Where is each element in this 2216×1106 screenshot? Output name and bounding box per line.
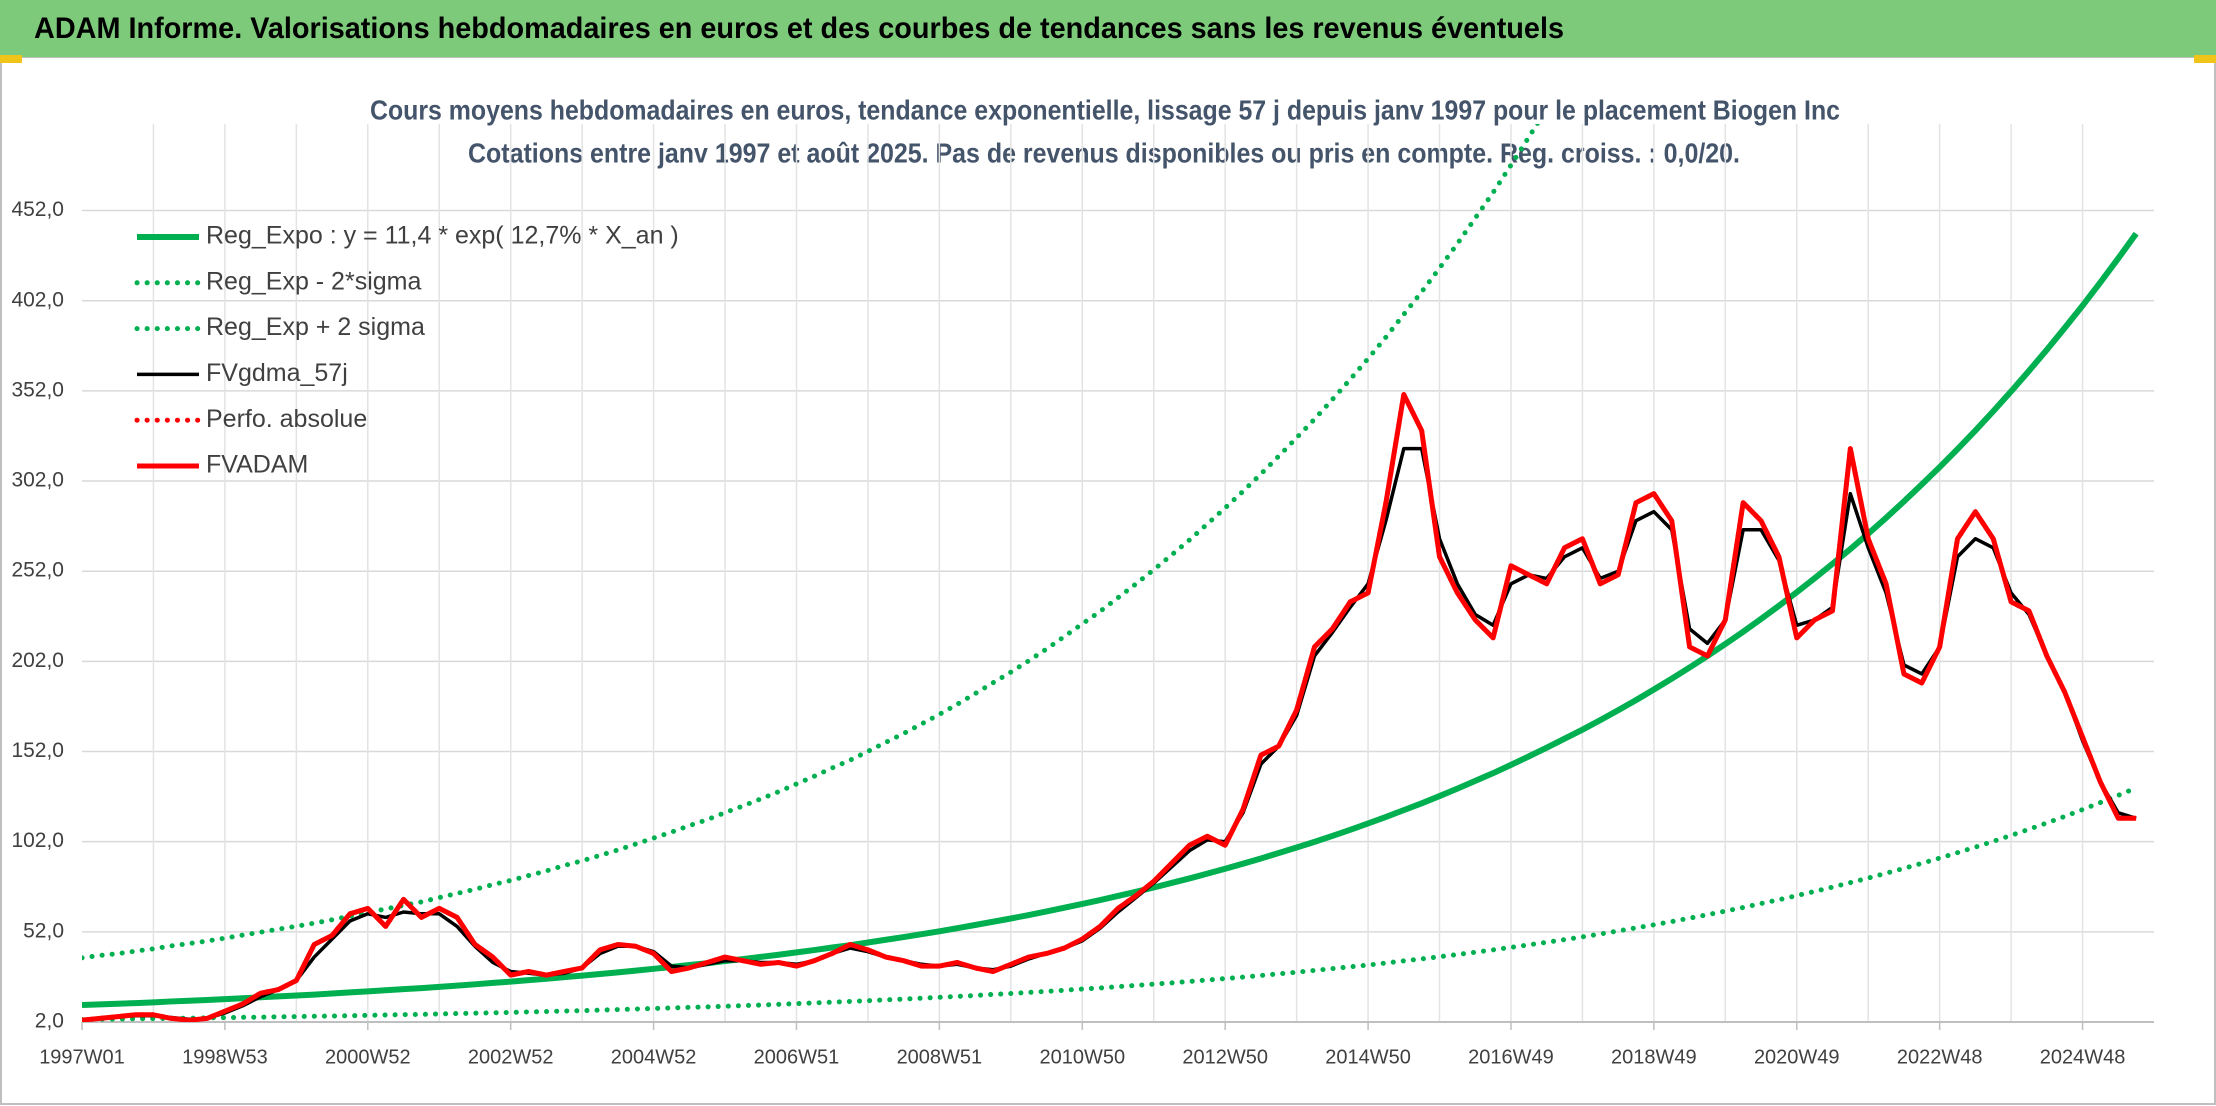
plot-area	[82, 124, 2139, 1022]
legend-label: Reg_Expo : y = 11,4 * exp( 12,7% * X_an …	[206, 222, 679, 250]
chart-title: Cours moyens hebdomadaires en euros, ten…	[370, 94, 1840, 125]
y-tick-label: 452,0	[11, 198, 64, 221]
x-tick-label: 2022W48	[1897, 1046, 1983, 1068]
x-tick-label: 2006W51	[754, 1046, 840, 1068]
corner-right	[2194, 55, 2216, 63]
x-tick-label: 1997W01	[39, 1046, 125, 1068]
corner-left	[0, 55, 22, 63]
grid: 2,0 52,0 102,0 152,0 202,0 252,0 302,0 352,0 402…	[11, 124, 2154, 1068]
x-tick-label: 2000W52	[325, 1046, 411, 1068]
y-tick-label: 402,0	[11, 288, 64, 311]
legend-label: Reg_Exp + 2 sigma	[206, 313, 425, 341]
legend-label: FVgdma_57j	[206, 359, 348, 387]
legend-label: Perfo. absolue	[206, 405, 367, 433]
y-tick-label: 52,0	[23, 919, 64, 942]
y-tick-label: 302,0	[11, 469, 64, 492]
header-band	[0, 0, 2216, 57]
x-tick-label: 2004W52	[611, 1046, 697, 1068]
series-line	[82, 124, 1541, 961]
legend-label: Reg_Exp - 2*sigma	[206, 267, 421, 295]
x-tick-label: 1998W53	[182, 1046, 268, 1068]
chart-subtitle: Cotations entre janv 1997 et août 2025. …	[468, 137, 1740, 168]
y-tick-label: 202,0	[11, 649, 64, 672]
series-line	[82, 391, 2137, 1022]
header-title: ADAM Informe. Valorisations hebdomadaire…	[34, 12, 1564, 45]
x-tick-label: 2024W48	[2040, 1046, 2126, 1068]
y-tick-label: 102,0	[11, 829, 64, 852]
x-tick-label: 2020W49	[1754, 1046, 1840, 1068]
series-line	[82, 785, 2139, 1022]
x-tick-label: 2002W52	[468, 1046, 554, 1068]
y-tick-label: 2,0	[35, 1010, 64, 1033]
y-tick-label: 352,0	[11, 378, 64, 401]
x-tick-label: 2008W51	[897, 1046, 983, 1068]
legend: Reg_Expo : y = 11,4 * exp( 12,7% * X_an …	[134, 222, 679, 479]
y-tick-label: 252,0	[11, 559, 64, 582]
x-tick-label: 2012W50	[1182, 1046, 1268, 1068]
x-tick-label: 2014W50	[1325, 1046, 1411, 1068]
x-tick-label: 2016W49	[1468, 1046, 1554, 1068]
series-line	[82, 231, 2139, 1009]
legend-label: FVADAM	[206, 451, 308, 479]
x-tick-label: 2010W50	[1039, 1046, 1125, 1068]
y-tick-label: 152,0	[11, 739, 64, 762]
x-tick-label: 2018W49	[1611, 1046, 1697, 1068]
